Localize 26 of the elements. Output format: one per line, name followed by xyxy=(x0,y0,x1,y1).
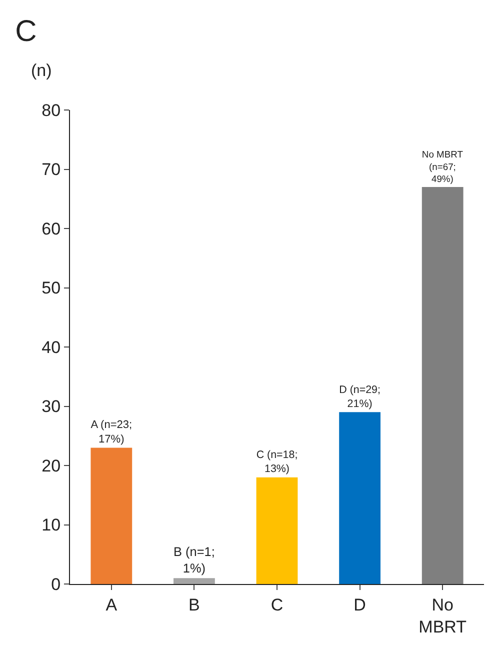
data-label: No MBRT (n=67; 49%) xyxy=(422,148,464,184)
y-tick-label: 40 xyxy=(42,338,61,357)
y-tick-label: 50 xyxy=(42,278,61,298)
bar xyxy=(339,412,380,584)
y-tick-label: 80 xyxy=(42,100,61,120)
y-tick-label: 10 xyxy=(42,516,61,535)
y-tick-label: 60 xyxy=(42,219,61,238)
y-tick-label: 20 xyxy=(42,456,61,476)
x-tick-label: D xyxy=(354,595,366,614)
bar xyxy=(422,187,464,584)
data-label: B (n=1; 1%) xyxy=(174,544,215,576)
x-tick-label: No MBRT xyxy=(418,595,467,636)
bar xyxy=(256,477,298,584)
x-tick-label: C xyxy=(270,595,284,614)
bar xyxy=(174,578,215,584)
y-tick-label: 70 xyxy=(42,160,61,180)
data-label: D (n=29; 21%) xyxy=(339,384,380,410)
data-label: A (n=23; 17%) xyxy=(90,419,132,446)
x-tick-label: B xyxy=(188,595,200,614)
chart-title: C xyxy=(15,14,37,48)
y-tick-label: 30 xyxy=(42,397,61,416)
y-tick-label: 0 xyxy=(51,574,61,594)
y-axis-title: (n) xyxy=(31,61,52,80)
bar xyxy=(90,448,132,584)
data-label: C (n=18; 13%) xyxy=(256,449,298,476)
x-tick-label: A xyxy=(106,595,118,614)
